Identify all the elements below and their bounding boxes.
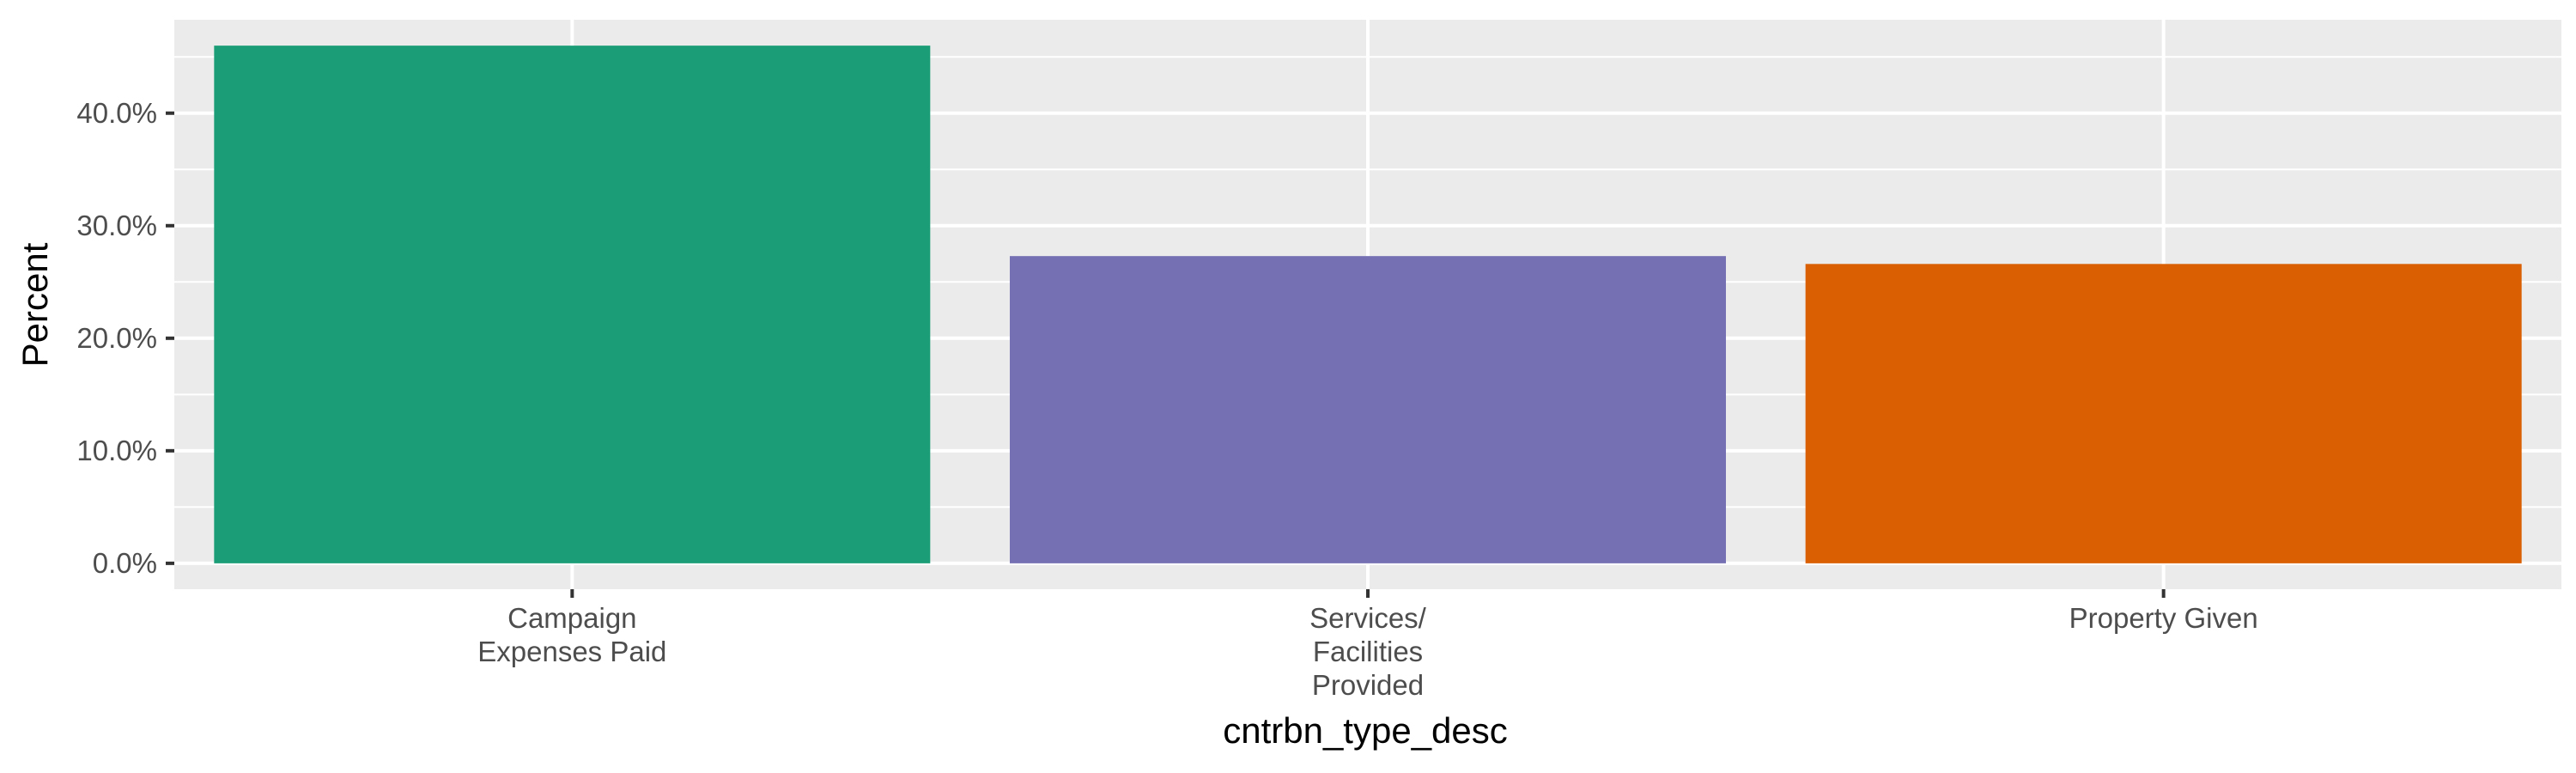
bars — [214, 46, 2522, 563]
y-tick-label: 20.0% — [76, 322, 157, 354]
y-tick-label: 0.0% — [93, 547, 157, 579]
y-tick-label: 30.0% — [76, 210, 157, 241]
bar — [1805, 264, 2522, 563]
x-tick-label: Services/Facilities Provided — [1309, 602, 1427, 701]
x-axis-title: cntrbn_type_desc — [1223, 710, 1508, 751]
y-tick-label: 40.0% — [76, 97, 157, 129]
bar — [1010, 256, 1726, 563]
bar — [214, 46, 931, 563]
y-axis-title: Percent — [15, 242, 55, 367]
y-axis: 0.0% 10.0% 20.0% 30.0% 40.0% — [76, 97, 174, 579]
x-tick-label: Campaign Expenses Paid — [477, 602, 666, 667]
x-tick-label: Property Given — [2069, 602, 2258, 634]
y-tick-label: 10.0% — [76, 435, 157, 466]
x-axis: Campaign Expenses Paid Services/Facilities… — [477, 589, 2258, 701]
